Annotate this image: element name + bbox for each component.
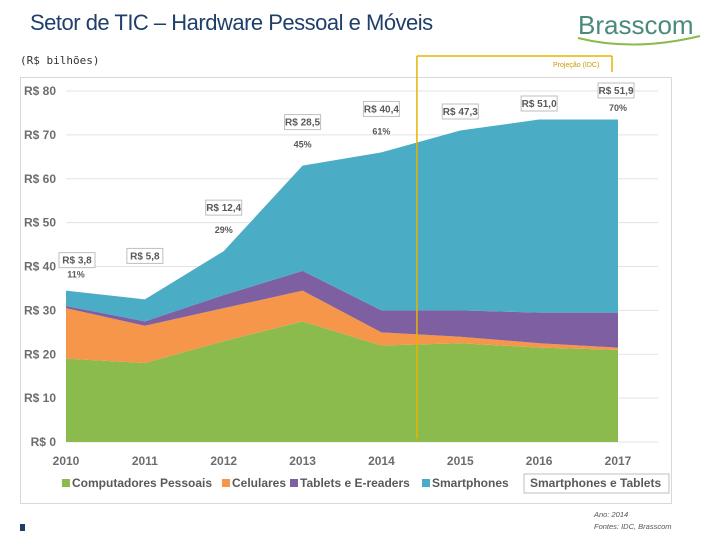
x-tick-label: 2014	[368, 454, 395, 468]
x-tick-label: 2016	[526, 454, 553, 468]
projection-label: Projeção (IDC)	[553, 62, 600, 69]
value-callout-label: R$ 28,5	[285, 118, 320, 129]
x-tick-label: 2012	[210, 454, 237, 468]
logo-swoosh-icon	[577, 35, 701, 46]
footer-sources: Fontes: IDC, Brasscom	[594, 522, 672, 531]
y-tick-label: R$ 80	[24, 84, 56, 98]
area-tablets-e-e-readers	[66, 270, 618, 348]
source-footer: Ano: 2014 Fontes: IDC, Brasscom	[594, 509, 672, 533]
share-percent-label: 11%	[67, 270, 85, 280]
legend-boxed-entry-frame	[523, 473, 670, 494]
value-callout-label: R$ 40,4	[364, 104, 399, 115]
value-callout-box	[58, 252, 96, 269]
area-computadores-pessoais	[66, 321, 618, 442]
page-title: Setor de TIC – Hardware Pessoal e Móveis	[30, 10, 433, 35]
y-tick-label: R$ 50	[24, 216, 56, 230]
value-callout-label: R$ 12,4	[206, 203, 241, 214]
y-tick-label: R$ 60	[24, 172, 56, 186]
legend-swatch	[422, 479, 430, 487]
legend-boxed-entry-label: Smartphones e Tablets	[530, 476, 661, 490]
area-smartphones	[66, 119, 618, 322]
value-callout-box	[205, 199, 243, 216]
y-tick-label: R$ 20	[24, 347, 56, 361]
x-tick-label: 2013	[289, 454, 316, 468]
share-percent-label: 29%	[215, 225, 233, 235]
value-callout-box	[362, 100, 400, 117]
slide-marker	[20, 524, 25, 531]
legend-label: Celulares	[232, 476, 286, 490]
share-percent-label: 61%	[372, 126, 390, 136]
footer-year: Ano: 2014	[594, 510, 629, 519]
y-tick-label: R$ 10	[24, 391, 56, 405]
x-tick-label: 2011	[132, 454, 158, 468]
legend-swatch	[290, 479, 298, 487]
share-percent-label: 70%	[609, 103, 627, 113]
brasscom-logo: Brasscom	[578, 10, 694, 40]
legend-label: Tablets e E-readers	[300, 476, 410, 490]
area-celulares	[66, 290, 618, 364]
unit-label: (R$ bilhões)	[20, 54, 100, 67]
legend-swatch	[222, 479, 230, 487]
y-tick-label: R$ 40	[24, 260, 56, 274]
x-tick-label: 2017	[605, 454, 632, 468]
value-callout-box	[597, 82, 635, 99]
legend-label: Computadores Pessoais	[72, 476, 212, 490]
legend-swatch	[62, 479, 70, 487]
value-callout-label: R$ 51,9	[598, 86, 633, 97]
value-callout-box	[441, 103, 479, 120]
y-tick-label: R$ 70	[24, 128, 56, 142]
value-callout-box	[284, 114, 322, 131]
legend-label: Smartphones	[432, 476, 509, 490]
value-callout-label: R$ 47,3	[443, 107, 478, 118]
y-tick-label: R$ 0	[31, 435, 57, 449]
value-callout-label: R$ 3,8	[62, 256, 92, 267]
value-callout-label: R$ 51,0	[522, 99, 557, 110]
x-tick-label: 2015	[447, 454, 474, 468]
share-percent-label: 45%	[294, 140, 312, 150]
value-callout-box	[520, 95, 558, 112]
x-tick-label: 2010	[53, 454, 80, 468]
value-callout-label: R$ 5,8	[130, 251, 160, 262]
y-tick-label: R$ 30	[24, 303, 56, 317]
value-callout-box	[126, 247, 164, 264]
